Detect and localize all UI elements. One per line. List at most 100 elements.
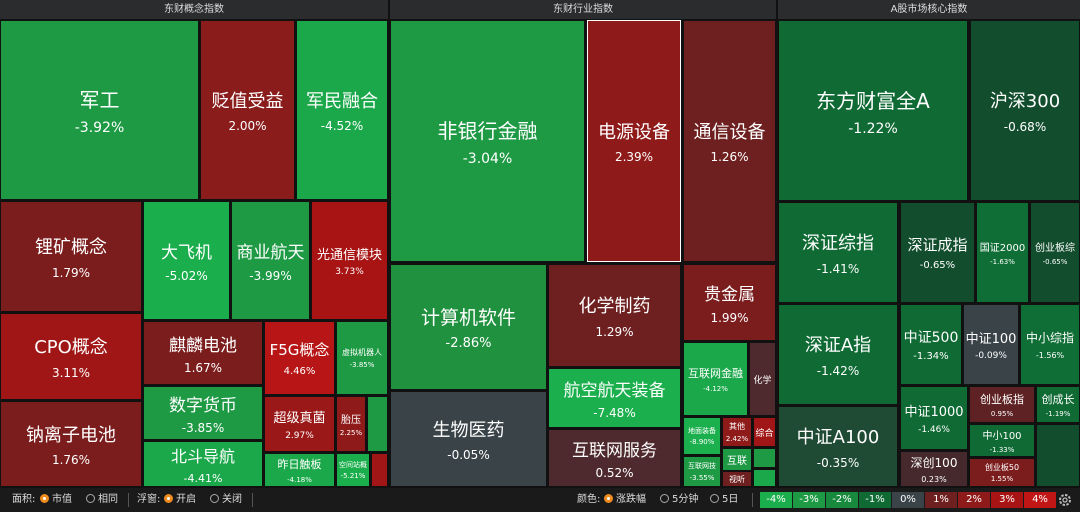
color-label: 颜色: bbox=[577, 494, 601, 505]
tile-change: 1.29% bbox=[595, 324, 634, 339]
popup-option[interactable]: 开启 bbox=[160, 488, 196, 512]
tile[interactable]: 非银行金融 -3.04% bbox=[390, 20, 585, 262]
tile[interactable]: 北斗导航 -4.41% bbox=[143, 441, 263, 487]
tile-name: 综合 bbox=[755, 428, 774, 439]
tile[interactable]: 数字货币 -3.85% bbox=[143, 386, 263, 440]
tile[interactable]: 深创100 0.23% bbox=[900, 451, 968, 487]
popup-option[interactable]: 关闭 bbox=[206, 488, 242, 512]
panel-title: 东财概念指数 bbox=[0, 0, 388, 19]
color-option[interactable]: 5日 bbox=[706, 488, 738, 512]
tile[interactable]: 麒麟电池 1.67% bbox=[143, 321, 263, 385]
tile[interactable]: 创业板指 0.95% bbox=[969, 386, 1035, 423]
tile-change: -4.41% bbox=[183, 472, 223, 486]
tile[interactable]: 商业航天 -3.99% bbox=[231, 201, 310, 320]
tile[interactable] bbox=[1036, 424, 1080, 487]
tile[interactable]: 东方财富全A -1.22% bbox=[778, 20, 968, 201]
tile-change: -4.12% bbox=[703, 384, 728, 393]
tile[interactable]: 视听 bbox=[722, 471, 752, 487]
tile-name: 生物医药 bbox=[432, 419, 505, 441]
tile-change: -3.85% bbox=[181, 421, 225, 436]
tile-change: -1.63% bbox=[990, 257, 1015, 266]
tile[interactable]: 中证500 -1.34% bbox=[900, 304, 962, 385]
tile-change: -2.86% bbox=[445, 336, 492, 352]
tile[interactable]: 胎压 2.25% bbox=[336, 396, 366, 452]
tile[interactable]: 钠离子电池 1.76% bbox=[0, 401, 142, 487]
tile[interactable] bbox=[753, 448, 776, 468]
tile-change: 2.00% bbox=[228, 119, 267, 134]
popup-label: 浮窗: bbox=[137, 494, 161, 505]
tile[interactable]: 化学 bbox=[749, 342, 776, 416]
tile[interactable]: 化学制药 1.29% bbox=[548, 264, 681, 367]
tile[interactable]: 电源设备 2.39% bbox=[587, 20, 681, 262]
tile[interactable]: 光通信模块 3.73% bbox=[311, 201, 388, 320]
tile-name: 国证2000 bbox=[979, 243, 1026, 255]
tile[interactable]: 航空航天装备 -7.48% bbox=[548, 368, 681, 428]
tile[interactable]: 沪深300 -0.68% bbox=[970, 20, 1080, 201]
option-text: 涨跌幅 bbox=[616, 494, 646, 505]
tile[interactable]: 深证成指 -0.65% bbox=[900, 202, 975, 303]
tile-name: 贬值受益 bbox=[211, 90, 284, 112]
panel-title: 东财行业指数 bbox=[390, 0, 776, 19]
tile[interactable]: 通信设备 1.26% bbox=[683, 20, 776, 262]
tile-change: 3.11% bbox=[51, 365, 91, 380]
tile[interactable]: 地面装备 -8.90% bbox=[683, 417, 721, 455]
tile-name: 中证1000 bbox=[904, 405, 964, 421]
tile[interactable]: 综合 bbox=[753, 417, 776, 447]
tile-name: 视听 bbox=[729, 474, 745, 484]
tile[interactable]: 贵金属 1.99% bbox=[683, 264, 776, 341]
tile[interactable]: 中小100 -1.33% bbox=[969, 424, 1035, 457]
tile[interactable]: 超级真菌 2.97% bbox=[264, 396, 335, 452]
tile[interactable]: 深证综指 -1.41% bbox=[778, 202, 898, 303]
settings-icon[interactable] bbox=[1058, 493, 1072, 507]
tile-change: -3.92% bbox=[74, 120, 125, 136]
tile[interactable]: 互联网金融 -4.12% bbox=[683, 342, 748, 416]
tile-change: 2.39% bbox=[614, 150, 654, 165]
tile[interactable]: 中证1000 -1.46% bbox=[900, 386, 968, 450]
legend-swatch: -3% bbox=[793, 492, 825, 508]
tile-change: -4.18% bbox=[287, 475, 312, 484]
tile[interactable]: 互联网技 -3.55% bbox=[683, 456, 721, 487]
tile[interactable]: 军工 -3.92% bbox=[0, 20, 199, 200]
tile[interactable]: 虚拟机器人 -3.85% bbox=[336, 321, 388, 395]
legend-swatch: 1% bbox=[925, 492, 957, 508]
tile[interactable]: 空间站概 -5.21% bbox=[336, 453, 370, 487]
tile[interactable]: F5G概念 4.46% bbox=[264, 321, 335, 395]
tile[interactable] bbox=[371, 453, 388, 487]
tile[interactable]: 昨日触板 -4.18% bbox=[264, 453, 335, 487]
area-option[interactable]: 相同 bbox=[82, 488, 118, 512]
tile-name: 航空航天装备 bbox=[563, 380, 666, 401]
tile-change: 2.42% bbox=[725, 434, 749, 443]
tile-change: 0.52% bbox=[595, 466, 634, 481]
tile[interactable] bbox=[367, 396, 388, 452]
tile[interactable]: 创业板综 -0.65% bbox=[1030, 202, 1080, 303]
tile[interactable]: 互联网服务 0.52% bbox=[548, 429, 681, 487]
tile-change: -1.33% bbox=[989, 445, 1015, 454]
tile[interactable]: 军民融合 -4.52% bbox=[296, 20, 388, 200]
tile[interactable]: 中证A100 -0.35% bbox=[778, 406, 898, 487]
tile-name: 钠离子电池 bbox=[26, 424, 116, 446]
tile[interactable] bbox=[753, 469, 776, 487]
tile[interactable]: 中证100 -0.09% bbox=[963, 304, 1019, 385]
tile[interactable]: 计算机软件 -2.86% bbox=[390, 264, 547, 390]
tile[interactable]: 创业板50 1.55% bbox=[969, 458, 1035, 487]
tile-name: 沪深300 bbox=[989, 91, 1061, 113]
tile-name: 电源设备 bbox=[598, 121, 670, 143]
tile[interactable]: 大飞机 -5.02% bbox=[143, 201, 230, 320]
tile[interactable]: 深证A指 -1.42% bbox=[778, 304, 898, 405]
color-option[interactable]: 涨跌幅 bbox=[600, 488, 646, 512]
tile-name: 计算机软件 bbox=[420, 306, 516, 329]
tile-name: 东方财富全A bbox=[816, 88, 930, 113]
tile[interactable]: 互联 bbox=[722, 448, 752, 471]
tile[interactable]: 贬值受益 2.00% bbox=[200, 20, 295, 200]
color-option[interactable]: 5分钟 bbox=[656, 488, 698, 512]
tile-name: 化学制药 bbox=[578, 296, 651, 318]
tile-name: 贵金属 bbox=[704, 285, 755, 306]
tile[interactable]: 创成长 -1.19% bbox=[1036, 386, 1080, 423]
tile[interactable]: 国证2000 -1.63% bbox=[976, 202, 1029, 303]
tile[interactable]: 生物医药 -0.05% bbox=[390, 391, 547, 487]
tile[interactable]: 其他 2.42% bbox=[722, 417, 752, 447]
tile[interactable]: 锂矿概念 1.79% bbox=[0, 201, 142, 312]
tile[interactable]: 中小综指 -1.56% bbox=[1020, 304, 1080, 385]
tile[interactable]: CPO概念 3.11% bbox=[0, 313, 142, 400]
area-option[interactable]: 市值 bbox=[36, 488, 72, 512]
